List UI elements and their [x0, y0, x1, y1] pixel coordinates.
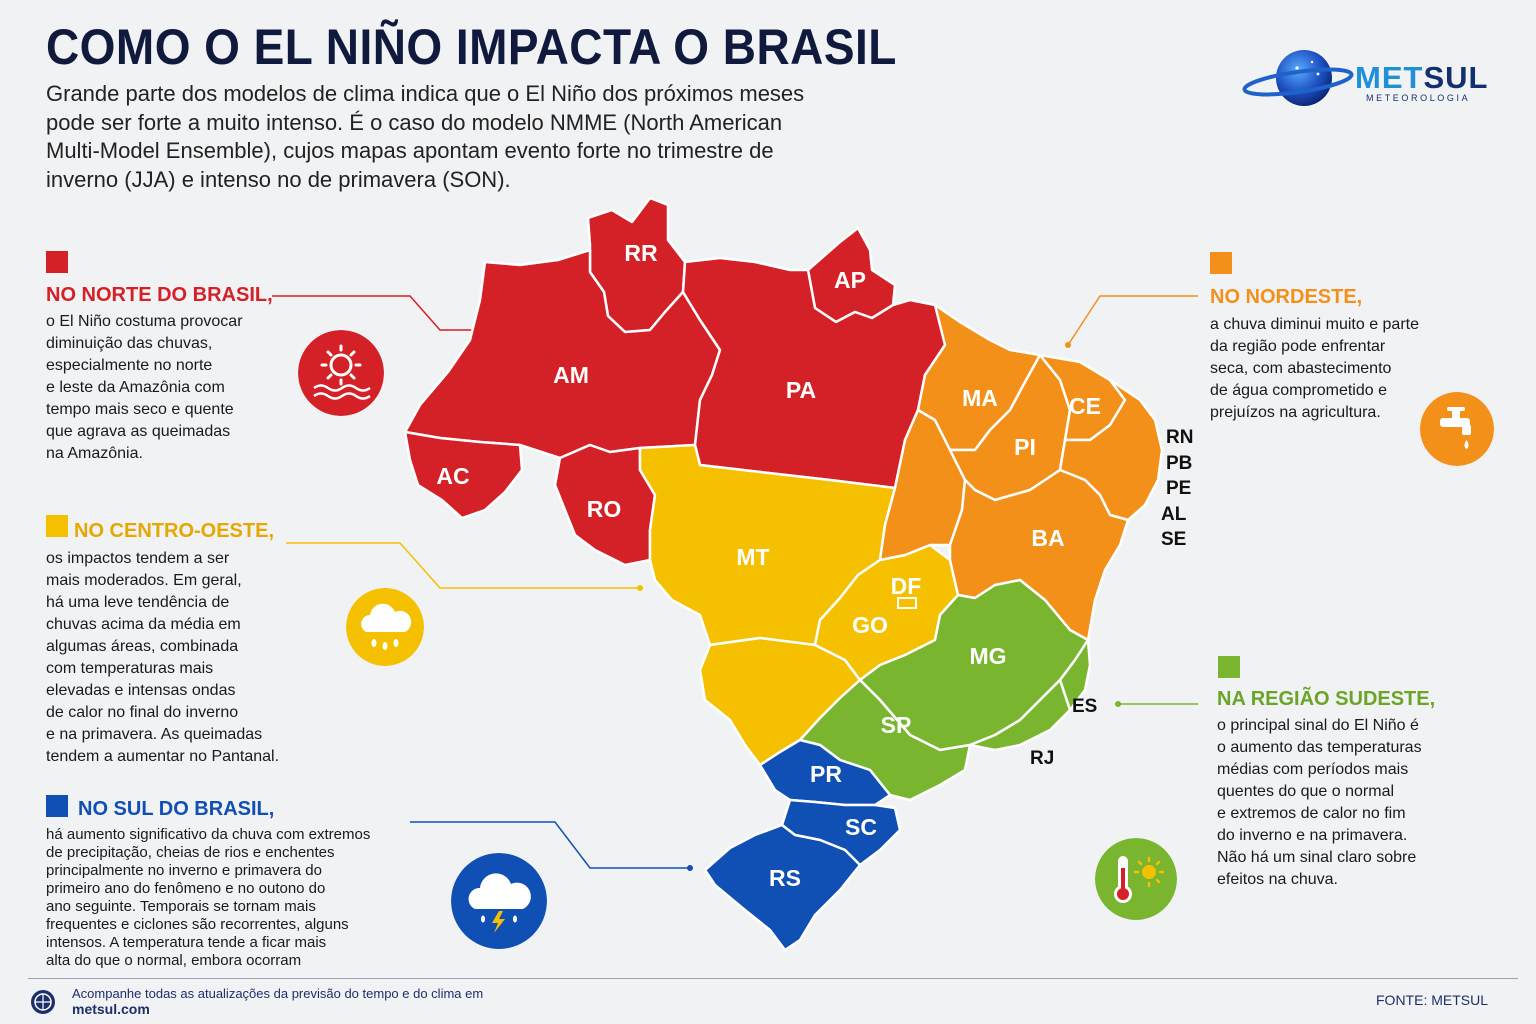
water-tap-icon — [1420, 392, 1494, 466]
sun-drought-icon — [298, 330, 384, 416]
centro-oeste-connector — [286, 542, 640, 589]
state-ac — [403, 430, 524, 520]
sudeste-color-square — [1218, 656, 1240, 678]
label-pe: PE — [1166, 478, 1192, 499]
label-ce: CE — [1069, 393, 1101, 419]
nordeste-text: a chuva diminui muito e parte da região … — [1210, 316, 1419, 421]
centro-oeste-heading: NO CENTRO-OESTE, — [74, 520, 275, 542]
norte-text: o El Niño costuma provocar diminuição da… — [46, 313, 243, 462]
norte-connector — [272, 295, 475, 331]
label-mt: MT — [736, 544, 769, 570]
logo-subtitle: METEOROLOGIA — [1366, 93, 1471, 103]
footer-text: Acompanhe todas as atualizações da previ… — [72, 986, 484, 1001]
label-mg: MG — [969, 643, 1006, 669]
norte-color-square — [46, 251, 68, 273]
label-es: ES — [1072, 696, 1098, 717]
centro-oeste-text: os impactos tendem a ser mais moderados.… — [46, 550, 280, 765]
state-rj — [968, 678, 1072, 752]
df-marker — [897, 597, 917, 609]
label-go: GO — [852, 612, 888, 638]
norte-heading: NO NORTE DO BRASIL, — [46, 284, 273, 306]
logo-wordmark: METSUL — [1355, 60, 1488, 96]
footer-source: FONTE: METSUL — [1376, 992, 1489, 1008]
label-se: SE — [1161, 529, 1187, 550]
label-pa: PA — [786, 377, 816, 403]
label-ac: AC — [436, 463, 469, 489]
intro-text: Grande parte dos modelos de clima indica… — [46, 81, 805, 192]
label-rj: RJ — [1030, 748, 1055, 769]
globe-icon — [31, 990, 55, 1014]
label-rr: RR — [624, 240, 658, 266]
globe-icon — [1242, 50, 1354, 106]
label-pr: PR — [810, 761, 842, 787]
label-ap: AP — [834, 267, 866, 293]
label-pi: PI — [1014, 434, 1036, 460]
storm-cloud-icon — [451, 853, 547, 949]
sudeste-heading: NA REGIÃO SUDESTE, — [1217, 688, 1436, 710]
page-title: COMO O EL NIÑO IMPACTA O BRASIL — [46, 19, 897, 75]
footer-divider — [28, 978, 1518, 979]
nordeste-color-square — [1210, 252, 1232, 274]
nordeste-heading: NO NORDESTE, — [1210, 286, 1363, 308]
sul-text: há aumento significativo da chuva com ex… — [46, 826, 371, 969]
sul-connector — [410, 821, 690, 869]
label-ba: BA — [1031, 525, 1064, 551]
label-al: AL — [1161, 504, 1187, 525]
logo-sul: SUL — [1423, 60, 1489, 95]
rain-cloud-icon — [346, 588, 424, 666]
label-sc: SC — [845, 814, 877, 840]
label-df: DF — [891, 573, 922, 599]
sul-heading: NO SUL DO BRASIL, — [78, 798, 275, 820]
label-ma: MA — [962, 385, 998, 411]
centro-oeste-color-square — [46, 515, 68, 537]
sul-color-square — [46, 795, 68, 817]
state-rs — [703, 823, 862, 952]
label-pb: PB — [1166, 453, 1193, 474]
thermometer-sun-icon — [1095, 838, 1177, 920]
sudeste-text: o principal sinal do El Niño é o aumento… — [1217, 717, 1422, 888]
label-ro: RO — [587, 496, 622, 522]
label-rs: RS — [769, 865, 801, 891]
nordeste-connector — [1067, 295, 1198, 346]
label-rn: RN — [1166, 427, 1194, 448]
metsul-logo: METSUL METEOROLOGIA — [1242, 48, 1492, 108]
label-sp: SP — [881, 712, 912, 738]
logo-met: MET — [1355, 60, 1424, 95]
label-am: AM — [553, 362, 589, 388]
state-sp — [798, 678, 972, 802]
footer-website-link[interactable]: metsul.com — [72, 1001, 150, 1017]
